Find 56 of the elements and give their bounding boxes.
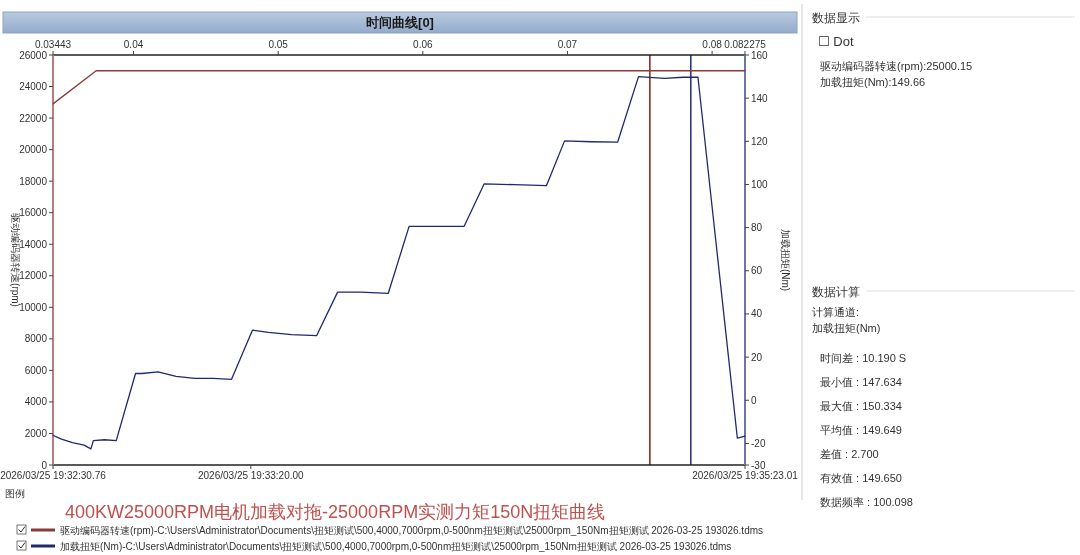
y2tick: -30 bbox=[751, 459, 766, 471]
xtick: 2026/03/25 19:32:30.76 bbox=[0, 470, 106, 481]
y2tick: 120 bbox=[751, 135, 768, 147]
panel-text: 加载扭矩(Nm) bbox=[812, 322, 881, 334]
ytick: 8000 bbox=[24, 333, 47, 345]
panel-text: 最大值 : 150.334 bbox=[820, 400, 902, 412]
x2tick: 0.03443 bbox=[34, 39, 72, 50]
panel-text: 计算通道: bbox=[812, 306, 860, 318]
panel-text: 驱动编码器转速(rpm):25000.15 bbox=[820, 60, 973, 72]
panel-text: 最小值 : 147.634 bbox=[820, 376, 902, 388]
title: 时间曲线[0] bbox=[366, 15, 434, 30]
ytick: 24000 bbox=[19, 81, 47, 93]
ytick: 12000 bbox=[19, 270, 47, 282]
panel-text: 数据频率 : 100.098 bbox=[820, 496, 913, 508]
legend-entry: 加载扭矩(Nm)-C:\Users\Administrator\Documents\扭矩测试\500,4000,7000rpm,0-500nm扭矩测试\25000rpm_150Nm扭矩测试 2026-03-25 193026.tdms bbox=[60, 541, 732, 552]
annotation: 400KW25000RPM电机加载对拖-25000RPM实测力矩150N扭矩曲线 bbox=[65, 502, 606, 522]
legend-title: 图例 bbox=[5, 488, 25, 499]
x2tick: 0.08 bbox=[702, 39, 722, 50]
y2label: 加载扭矩(Nm) bbox=[780, 228, 791, 292]
panel-text: 平均值 : 149.649 bbox=[820, 424, 902, 436]
legend-entry: 驱动编码器转速(rpm)-C:\Users\Administrator\Documents\扭矩测试\500,4000,7000rpm,0-500nm扭矩测试\25000rpm_150Nm扭矩测试 2026-03-25 193026.tdms bbox=[60, 525, 764, 536]
y2tick: 140 bbox=[751, 92, 768, 104]
ytick: 18000 bbox=[19, 175, 47, 187]
x2tick: 0.05 bbox=[268, 39, 288, 50]
y2tick: 40 bbox=[751, 308, 763, 320]
y2tick: 160 bbox=[751, 49, 768, 61]
panel-text: 加载扭矩(Nm):149.66 bbox=[820, 76, 926, 88]
x2tick: 0.082275 bbox=[724, 39, 766, 50]
y2tick: 0 bbox=[751, 394, 757, 406]
x2tick: 0.07 bbox=[557, 39, 578, 50]
panel-title: 数据计算 bbox=[812, 285, 860, 299]
panel-title: 数据显示 bbox=[812, 11, 860, 25]
panel-text: 有效值 : 149.650 bbox=[820, 472, 902, 484]
ytick: 6000 bbox=[24, 364, 47, 376]
ytick: 20000 bbox=[19, 144, 47, 156]
xtick: 2026/03/25 19:33:20.00 bbox=[198, 470, 304, 481]
ytick: 26000 bbox=[19, 49, 47, 61]
panel-text: 差值 : 2.700 bbox=[820, 448, 879, 460]
panel-text: 时间差 : 10.190 S bbox=[820, 352, 907, 364]
x2tick: 0.06 bbox=[413, 39, 433, 50]
ytick: 0 bbox=[41, 459, 47, 471]
ytick: 22000 bbox=[19, 112, 47, 124]
y2tick: 100 bbox=[751, 178, 768, 190]
ylabel: 驱动编码器转速(rpm) bbox=[10, 213, 21, 307]
ytick: 14000 bbox=[19, 238, 47, 250]
y2tick: -20 bbox=[751, 437, 766, 449]
panel-text: ☐ Dot bbox=[818, 34, 854, 49]
ytick: 2000 bbox=[24, 427, 47, 439]
y2tick: 60 bbox=[751, 265, 763, 277]
y2tick: 80 bbox=[751, 222, 763, 234]
y2tick: 20 bbox=[751, 351, 763, 363]
ytick: 16000 bbox=[19, 207, 47, 219]
xtick: 2026/03/25 19:35:23.01 bbox=[692, 470, 798, 481]
ytick: 4000 bbox=[24, 396, 47, 408]
x2tick: 0.04 bbox=[123, 39, 144, 50]
ytick: 10000 bbox=[19, 301, 47, 313]
